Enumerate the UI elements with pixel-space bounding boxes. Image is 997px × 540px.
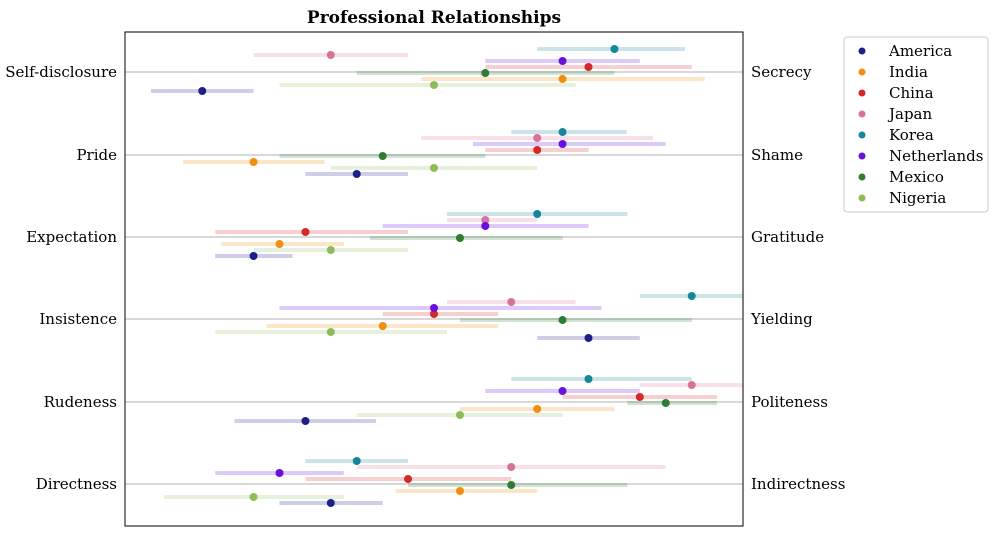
data-point xyxy=(533,405,542,413)
data-point xyxy=(533,146,542,154)
data-point xyxy=(455,487,464,495)
legend-label: Korea xyxy=(889,126,934,144)
data-point xyxy=(558,140,567,148)
data-point xyxy=(326,51,335,59)
data-point xyxy=(558,387,567,395)
data-point xyxy=(584,63,593,71)
data-point xyxy=(326,499,335,507)
legend-label: Mexico xyxy=(889,168,944,186)
data-point xyxy=(301,228,310,236)
legend-marker xyxy=(858,110,866,118)
left-axis-label: Directness xyxy=(36,475,117,493)
left-axis-label: Pride xyxy=(76,146,117,164)
data-point xyxy=(430,164,438,172)
data-point xyxy=(507,298,516,306)
data-point xyxy=(430,304,438,312)
data-point xyxy=(352,457,361,465)
chart-title: Professional Relationships xyxy=(307,8,561,28)
data-point xyxy=(558,75,567,83)
right-axis-label: Indirectness xyxy=(751,475,845,493)
data-point xyxy=(687,381,696,389)
legend-marker xyxy=(858,47,866,55)
legend-label: Nigeria xyxy=(889,189,946,207)
legend-label: Japan xyxy=(887,105,933,123)
data-point xyxy=(198,87,207,95)
right-axis-label: Politeness xyxy=(751,393,828,411)
data-point xyxy=(455,411,464,419)
right-axis-labels: Secrecy Shame Gratitude Yielding Politeness I… xyxy=(750,63,845,493)
right-axis-label: Yielding xyxy=(750,310,813,328)
left-axis-label: Insistence xyxy=(39,310,117,328)
legend-marker xyxy=(858,194,866,202)
data-point xyxy=(455,234,464,242)
data-point xyxy=(352,170,361,178)
data-point xyxy=(661,399,670,407)
data-point xyxy=(249,493,258,501)
legend-label: India xyxy=(889,63,928,81)
data-point xyxy=(687,292,696,300)
legend-label: Netherlands xyxy=(889,147,983,165)
data-point xyxy=(481,222,490,230)
data-point xyxy=(558,57,567,65)
right-axis-label: Secrecy xyxy=(751,63,812,81)
left-axis-label: Self-disclosure xyxy=(5,63,117,81)
data-point xyxy=(326,328,335,336)
legend-label: America xyxy=(888,42,952,60)
data-point xyxy=(584,375,593,383)
legend: America India China Japan Korea Netherlands Me… xyxy=(843,36,989,213)
left-axis-label: Rudeness xyxy=(44,393,117,411)
left-axis-label: Expectation xyxy=(26,228,117,246)
data-point xyxy=(481,216,490,224)
legend-marker xyxy=(858,89,866,97)
right-axis-label: Gratitude xyxy=(751,228,824,246)
data-point xyxy=(610,45,619,53)
data-point xyxy=(275,240,284,248)
data-point xyxy=(558,316,567,324)
legend-marker xyxy=(858,173,866,181)
legend-marker xyxy=(858,131,866,139)
legend-frame xyxy=(843,36,989,213)
data-point xyxy=(275,469,284,477)
left-axis-labels: Self-disclosure Pride Expectation Insistenc… xyxy=(5,63,117,493)
data-points xyxy=(198,45,696,507)
data-point xyxy=(533,134,542,142)
data-point xyxy=(481,69,490,77)
data-point xyxy=(378,152,387,160)
data-point xyxy=(430,81,438,89)
data-point xyxy=(404,475,413,483)
data-point xyxy=(533,210,542,218)
data-point xyxy=(326,246,335,254)
data-point xyxy=(507,463,516,471)
legend-label: China xyxy=(889,84,934,102)
legend-marker xyxy=(858,68,866,76)
data-point xyxy=(558,128,567,136)
plot-frame xyxy=(124,31,744,527)
data-point xyxy=(635,393,644,401)
range-bars xyxy=(150,47,743,505)
data-point xyxy=(507,481,516,489)
data-point xyxy=(301,417,310,425)
gridlines xyxy=(125,71,743,485)
data-point xyxy=(378,322,387,330)
legend-marker xyxy=(858,152,866,160)
data-point xyxy=(430,310,438,318)
right-axis-label: Shame xyxy=(751,146,803,164)
data-point xyxy=(584,334,593,342)
data-point xyxy=(249,252,258,260)
data-point xyxy=(249,158,258,166)
